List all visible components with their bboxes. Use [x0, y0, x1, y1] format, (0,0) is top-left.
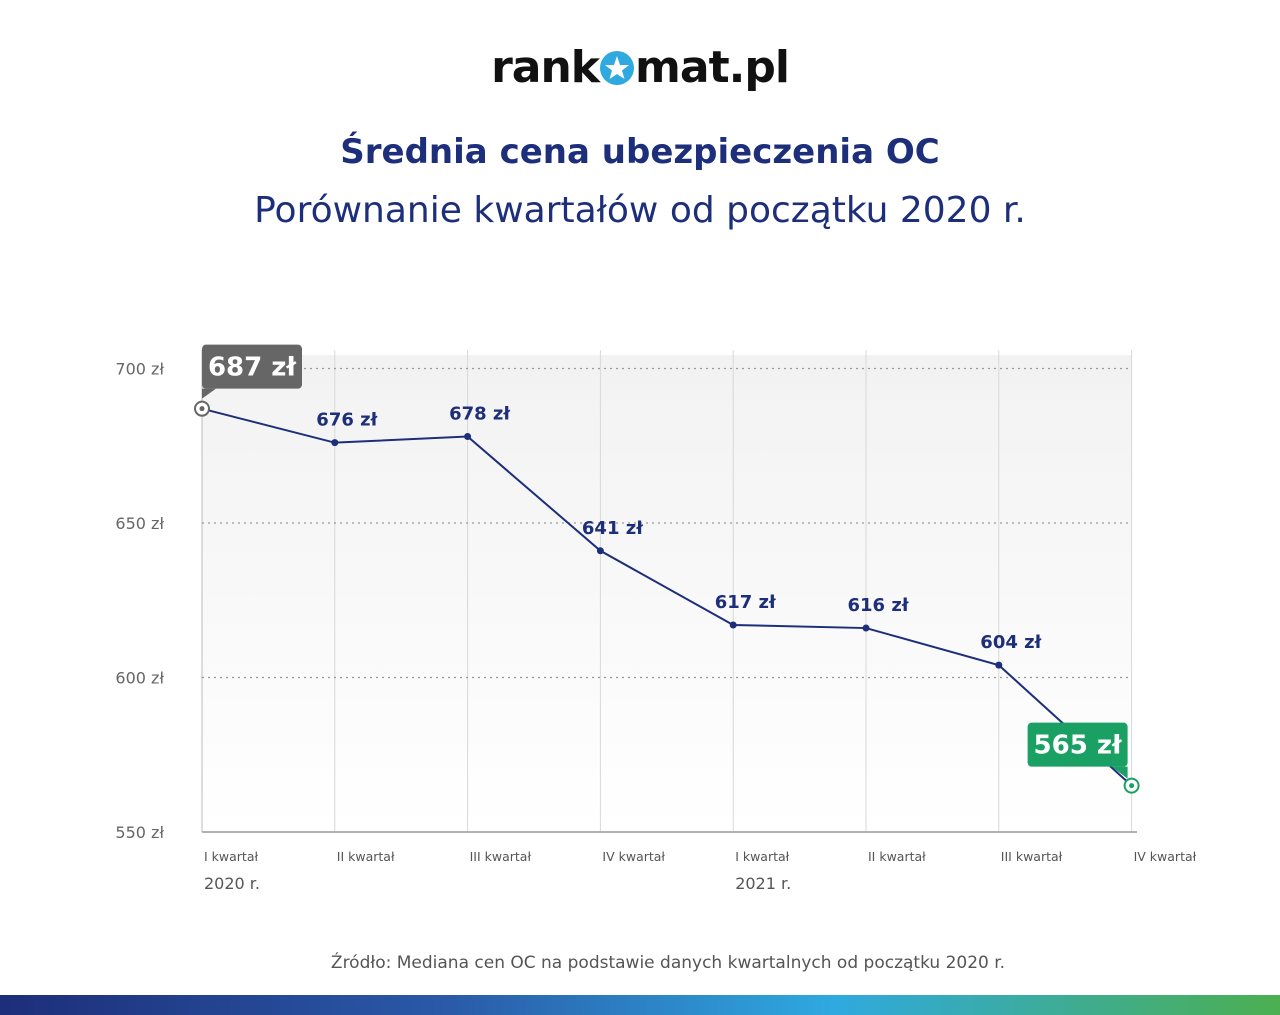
- data-point: [596, 547, 604, 555]
- x-tick-label: II kwartał: [868, 849, 926, 864]
- x-tick-label: II kwartał: [337, 849, 395, 864]
- data-label: 678 zł: [449, 403, 511, 424]
- chart-subtitle: Porównanie kwartałów od początku 2020 r.: [254, 190, 1026, 231]
- highlight-label-pointer: [1111, 766, 1128, 779]
- data-point: [995, 661, 1003, 669]
- highlight-label-pointer: [202, 388, 216, 399]
- data-point: [862, 624, 870, 632]
- highlight-point-center: [1129, 783, 1135, 789]
- x-tick-label: I kwartał: [735, 849, 789, 864]
- x-tick-label: III kwartał: [470, 849, 532, 864]
- highlight-label-box: [202, 344, 302, 389]
- y-tick-label: 650 zł: [115, 514, 164, 533]
- plot-background: [202, 355, 1132, 832]
- x-tick-label: IV kwartał: [1134, 849, 1197, 864]
- logo-text-part2: mat.pl: [635, 42, 790, 93]
- y-tick-label: 550 zł: [115, 823, 164, 842]
- x-tick-label: IV kwartał: [602, 849, 665, 864]
- star-icon: [600, 51, 635, 85]
- data-label: 617 zł: [715, 592, 777, 613]
- data-label: 616 zł: [848, 595, 910, 616]
- y-tick-label: 700 zł: [115, 360, 164, 379]
- data-label: 676 zł: [316, 410, 378, 431]
- data-point: [331, 439, 339, 447]
- x-tick-label: I kwartał: [204, 849, 258, 864]
- year-label: 2021 r.: [735, 874, 791, 893]
- data-label: 641 zł: [582, 518, 644, 539]
- highlight-label-box: [1027, 722, 1128, 767]
- x-tick-label: III kwartał: [1001, 849, 1063, 864]
- highlight-label: 565 zł: [1027, 722, 1128, 779]
- chart-title: Średnia cena ubezpieczenia OC: [340, 132, 940, 172]
- highlight-label: 687 zł: [202, 344, 302, 399]
- year-label: 2020 r.: [204, 874, 260, 893]
- rankomat-logo: rank mat.pl: [0, 42, 1280, 93]
- source-note: Źródło: Mediana cen OC na podstawie dany…: [330, 953, 1006, 973]
- data-point: [729, 621, 737, 629]
- series-line: [201, 407, 1133, 787]
- highlight-label-text: 687 zł: [208, 353, 297, 383]
- data-label: 604 zł: [980, 632, 1042, 653]
- highlight-label-text: 565 zł: [1034, 731, 1123, 761]
- bottom-gradient-bar: [0, 995, 1280, 1015]
- logo-text-part1: rank: [491, 42, 600, 93]
- highlight-point-center: [199, 406, 205, 412]
- data-point: [464, 432, 472, 440]
- y-tick-label: 600 zł: [115, 669, 164, 688]
